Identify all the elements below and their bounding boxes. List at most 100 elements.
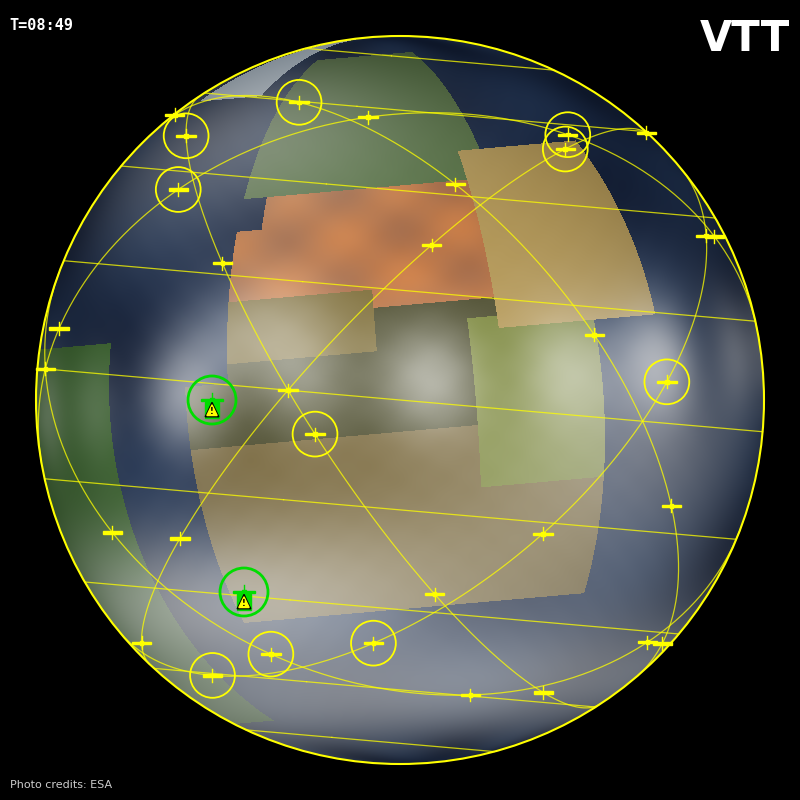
Bar [372, 642, 375, 645]
Bar [269, 652, 273, 656]
Bar [170, 538, 178, 540]
Bar [434, 244, 442, 246]
Bar [358, 116, 366, 118]
Bar [430, 243, 434, 247]
Text: T=08:49: T=08:49 [10, 18, 74, 33]
Bar [242, 590, 246, 594]
Bar [57, 327, 61, 330]
Bar [169, 188, 177, 190]
Bar [713, 234, 716, 238]
Bar [533, 533, 541, 535]
Bar [301, 101, 309, 103]
Bar [364, 642, 372, 644]
Bar [650, 641, 657, 643]
Bar [541, 532, 545, 535]
Bar [61, 327, 69, 330]
Bar [637, 131, 645, 134]
Bar [261, 653, 269, 655]
Bar [165, 114, 173, 116]
Polygon shape [237, 594, 251, 609]
Bar [458, 183, 465, 186]
Bar [180, 188, 188, 190]
Bar [425, 593, 433, 595]
Bar [648, 131, 656, 134]
Bar [273, 653, 281, 655]
Bar [669, 381, 677, 383]
Bar [662, 505, 670, 507]
Bar [716, 235, 724, 238]
Bar [114, 531, 122, 534]
Polygon shape [205, 402, 219, 417]
Bar [545, 691, 553, 694]
Bar [102, 531, 110, 534]
Bar [422, 244, 430, 246]
Bar [246, 590, 254, 594]
Bar [665, 380, 669, 384]
Bar [657, 381, 665, 383]
Bar [177, 114, 185, 116]
Bar [664, 642, 672, 645]
Bar [298, 101, 301, 104]
Bar [708, 234, 716, 237]
Bar [35, 368, 43, 370]
Bar [110, 531, 114, 534]
Bar [705, 235, 713, 238]
Bar [50, 327, 57, 330]
Bar [132, 642, 140, 644]
Bar [213, 262, 221, 264]
Bar [184, 134, 188, 138]
Bar [446, 183, 454, 186]
Text: Photo credits: ESA: Photo credits: ESA [10, 781, 112, 790]
Text: !: ! [242, 598, 246, 608]
Bar [570, 134, 578, 136]
Bar [704, 234, 708, 238]
Bar [173, 113, 177, 117]
Bar [43, 367, 47, 370]
Bar [290, 101, 298, 103]
Bar [286, 388, 290, 392]
Polygon shape [239, 597, 249, 607]
Bar [653, 642, 661, 645]
Bar [555, 148, 563, 150]
Bar [673, 505, 681, 507]
Bar [558, 134, 566, 136]
Bar [314, 432, 317, 436]
Bar [461, 694, 469, 696]
Bar [214, 674, 222, 677]
Polygon shape [207, 405, 217, 415]
Bar [375, 642, 383, 644]
Bar [177, 134, 184, 137]
Bar [278, 389, 286, 391]
Bar [317, 433, 325, 435]
Bar [472, 694, 480, 696]
Text: VTT: VTT [700, 18, 790, 60]
Bar [214, 398, 222, 402]
Bar [534, 691, 542, 694]
Bar [670, 504, 673, 508]
Bar [697, 234, 704, 237]
Bar [437, 593, 444, 595]
Bar [47, 368, 55, 370]
Bar [566, 133, 570, 137]
Bar [563, 147, 567, 151]
Bar [140, 641, 143, 645]
Bar [210, 398, 214, 402]
Bar [469, 693, 472, 697]
Bar [202, 674, 210, 677]
Bar [224, 262, 232, 264]
Bar [661, 642, 664, 646]
Bar [638, 641, 646, 643]
Bar [202, 398, 210, 402]
Bar [645, 131, 648, 134]
Bar [178, 537, 182, 540]
Bar [542, 690, 545, 694]
Bar [646, 640, 650, 644]
Bar [545, 533, 553, 535]
Bar [433, 592, 437, 596]
Bar [234, 590, 242, 594]
Bar [182, 538, 190, 540]
Bar [205, 402, 219, 418]
Bar [593, 333, 596, 337]
Bar [366, 115, 370, 119]
Bar [290, 389, 298, 391]
